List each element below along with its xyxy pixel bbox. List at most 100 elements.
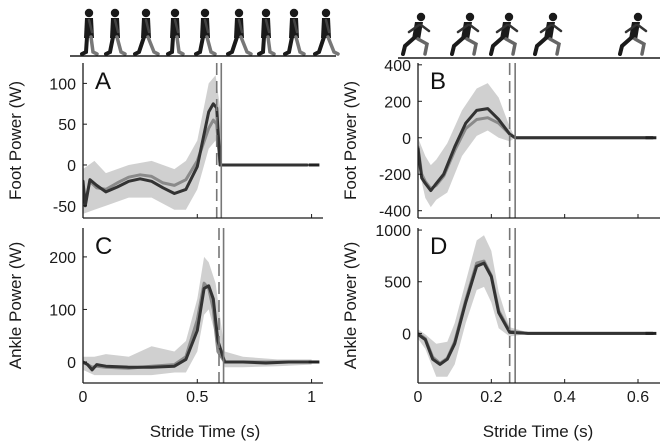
runner-icon xyxy=(618,12,648,56)
runner-icon xyxy=(533,12,563,56)
front-leg xyxy=(115,35,127,56)
x-tick-label: 0 xyxy=(79,389,88,406)
x-tick-label: 0.5 xyxy=(186,389,208,406)
front-leg xyxy=(416,37,429,56)
variability-band xyxy=(418,235,528,377)
walker-icon xyxy=(166,8,185,56)
walker-icon xyxy=(283,8,306,56)
front-leg xyxy=(504,37,517,56)
head xyxy=(141,8,151,18)
y-tick-label: 400 xyxy=(384,58,411,75)
runner-icon xyxy=(450,12,480,56)
back-leg xyxy=(226,35,239,56)
x-tick-label: 0 xyxy=(414,389,423,406)
walker-icon xyxy=(226,8,253,56)
y-tick-label: 500 xyxy=(384,275,411,292)
front-leg xyxy=(239,35,253,56)
front-leg xyxy=(633,37,646,56)
walker-icon xyxy=(80,8,99,56)
panel-letter: A xyxy=(95,68,111,95)
front-leg xyxy=(326,35,340,56)
walking-figures-icon-row xyxy=(70,8,340,57)
head xyxy=(465,12,475,22)
y-tick-label: 0 xyxy=(402,326,411,343)
back-leg xyxy=(166,35,175,56)
y-axis-label: Foot Power (W) xyxy=(341,81,360,200)
head xyxy=(200,8,210,18)
arms xyxy=(407,23,431,34)
back-leg xyxy=(313,35,326,56)
back-leg xyxy=(533,36,548,56)
back-leg xyxy=(489,36,504,56)
front-leg xyxy=(205,35,217,56)
arm xyxy=(324,18,331,34)
y-tick-label: 0 xyxy=(67,355,76,372)
back-leg xyxy=(133,35,146,56)
head xyxy=(170,8,180,18)
y-axis-label: Ankle Power (W) xyxy=(341,242,360,370)
x-tick-label: 1 xyxy=(307,389,316,406)
y-axis-label: Ankle Power (W) xyxy=(6,242,25,370)
back-leg xyxy=(450,36,465,56)
head xyxy=(321,8,331,18)
x-tick-label: 0.6 xyxy=(627,389,649,406)
back-leg xyxy=(104,35,115,56)
walker-icon xyxy=(257,8,276,56)
y-tick-label: 1000 xyxy=(375,223,411,240)
front-leg xyxy=(146,35,160,56)
runner-icon xyxy=(489,12,519,56)
walker-icon xyxy=(133,8,160,56)
arm xyxy=(237,18,244,34)
runner-icon xyxy=(401,12,431,56)
back-leg xyxy=(257,35,266,56)
arm xyxy=(87,18,94,34)
y-tick-label: 200 xyxy=(384,94,411,111)
back-leg xyxy=(194,35,205,56)
front-leg xyxy=(548,37,561,56)
panel-letter: D xyxy=(430,233,447,260)
arm xyxy=(203,18,210,34)
head xyxy=(504,12,514,22)
series-line-1 xyxy=(83,284,314,372)
front-leg xyxy=(465,37,478,56)
head xyxy=(110,8,120,18)
panel-letter: B xyxy=(430,68,446,95)
arm xyxy=(264,18,271,34)
panel-c: 0 100 200 0 0.5 1 C Ankle Power (W) xyxy=(6,228,323,406)
panel-letter: C xyxy=(95,233,112,260)
arms xyxy=(624,23,648,34)
plot-area xyxy=(418,235,657,377)
panel-a: -50 0 50 100 A Foot Power (W) xyxy=(6,63,323,219)
x-axis-label-right: Stride Time (s) xyxy=(483,422,594,441)
y-tick-label: 200 xyxy=(49,250,76,267)
plot-area xyxy=(418,83,657,208)
head xyxy=(84,8,94,18)
front-leg xyxy=(89,35,99,56)
panel-b: -400 -200 0 200 400 B Foot Power (W) xyxy=(341,58,660,221)
head xyxy=(261,8,271,18)
y-tick-label: 0 xyxy=(402,131,411,148)
y-tick-label: -200 xyxy=(379,167,411,184)
x-tick-label: 0.4 xyxy=(554,389,576,406)
back-leg xyxy=(401,36,416,56)
walker-icon xyxy=(313,8,340,56)
arm xyxy=(292,18,299,34)
y-tick-label: 50 xyxy=(58,117,76,134)
y-tick-label: -50 xyxy=(53,199,76,216)
arms xyxy=(495,23,519,34)
x-tick-label: 0.2 xyxy=(480,389,502,406)
x-axis-label-left: Stride Time (s) xyxy=(150,422,261,441)
panel-d: 0 500 1000 0 0.2 0.4 0.6 D Ankle Power (W) xyxy=(341,223,660,406)
arm xyxy=(113,18,120,34)
running-figures-icon-row xyxy=(398,12,660,59)
y-tick-label: -400 xyxy=(379,204,411,221)
head xyxy=(416,12,426,22)
arms xyxy=(539,23,563,34)
walker-icon xyxy=(104,8,127,56)
back-leg xyxy=(80,35,89,56)
series-line-1 xyxy=(83,102,309,208)
plot-area xyxy=(83,75,320,214)
series-line-1 xyxy=(418,107,655,193)
walker-icon xyxy=(194,8,217,56)
